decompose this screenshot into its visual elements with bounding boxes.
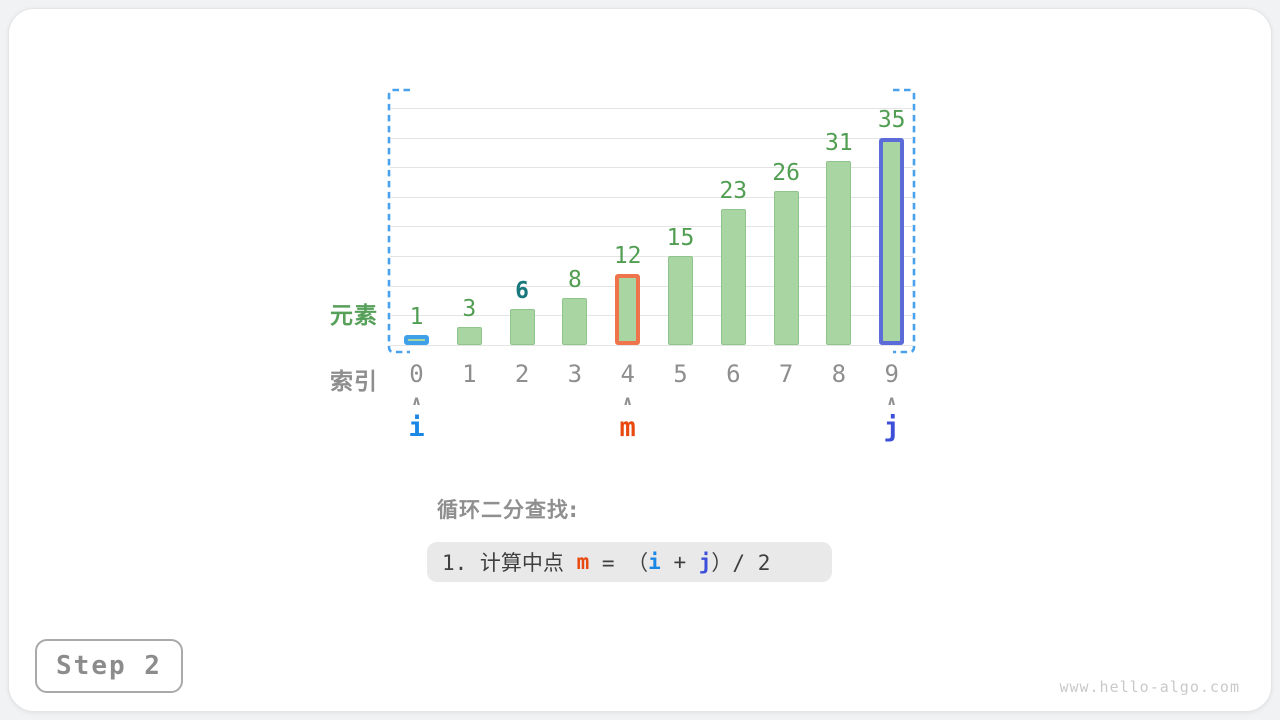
pointer-label-m: m	[619, 412, 636, 443]
gridline	[390, 345, 913, 346]
pointer-label-i: i	[408, 412, 425, 443]
gridline	[390, 256, 913, 258]
bar-value-label: 31	[825, 130, 853, 157]
figure-card	[8, 8, 1272, 712]
index-label: 1	[462, 360, 477, 388]
gridline	[390, 196, 913, 198]
bar-value-label: 23	[719, 177, 748, 204]
gridline	[390, 285, 913, 287]
pointer-caret-icon: ∧	[886, 394, 897, 409]
bar-value-label: 3	[462, 296, 477, 323]
bar	[562, 297, 588, 345]
gridline	[390, 107, 913, 109]
formula-var-j: j	[698, 550, 712, 574]
gridline	[390, 315, 913, 317]
formula-text: +	[660, 550, 699, 574]
gridline	[390, 137, 913, 139]
bar	[509, 309, 535, 345]
bar-value-label: 15	[666, 225, 695, 252]
bar	[668, 256, 693, 345]
formula-box: 1. 计算中点 m = （i + j ）/ 2	[427, 542, 832, 582]
pointer-caret-icon: ∧	[411, 394, 422, 409]
index-label: 3	[567, 360, 583, 388]
index-label: 4	[620, 360, 635, 388]
pointer-label-j: j	[883, 412, 900, 443]
index-label: 7	[778, 360, 794, 388]
bar	[879, 137, 905, 345]
bar-value-label: 1	[409, 304, 424, 330]
y-axis-label: 元素	[330, 303, 378, 329]
formula-text: ）/ 2	[711, 551, 771, 575]
formula-var-i: i	[648, 550, 661, 574]
index-label: 0	[409, 360, 424, 388]
x-axis-label: 索引	[330, 369, 378, 395]
procedure-caption: 循环二分查找:	[437, 498, 579, 522]
bar	[615, 273, 641, 345]
bar	[404, 335, 429, 345]
index-label: 5	[673, 360, 688, 388]
step-badge: Step 2	[35, 639, 183, 693]
bar-value-label: 35	[877, 106, 906, 133]
bar	[773, 190, 799, 345]
pointer-caret-icon: ∧	[622, 394, 633, 409]
index-label: 6	[726, 360, 741, 388]
bar-value-label: 26	[772, 159, 800, 186]
watermark: www.hello-algo.com	[1059, 678, 1240, 696]
formula-var-m: m	[576, 550, 590, 574]
bar	[826, 161, 852, 345]
bar-value-label: 6	[515, 278, 530, 305]
bar	[720, 208, 746, 345]
formula-text: 1. 计算中点	[442, 551, 577, 575]
index-label: 9	[884, 360, 899, 388]
formula-text: = （	[589, 551, 649, 575]
bar-value-label: 8	[567, 266, 582, 293]
gridline	[390, 226, 913, 228]
index-label: 2	[514, 360, 530, 388]
index-label: 8	[831, 360, 847, 388]
gridline	[390, 167, 913, 169]
bar-value-label: 12	[613, 242, 642, 269]
bar	[456, 327, 482, 345]
